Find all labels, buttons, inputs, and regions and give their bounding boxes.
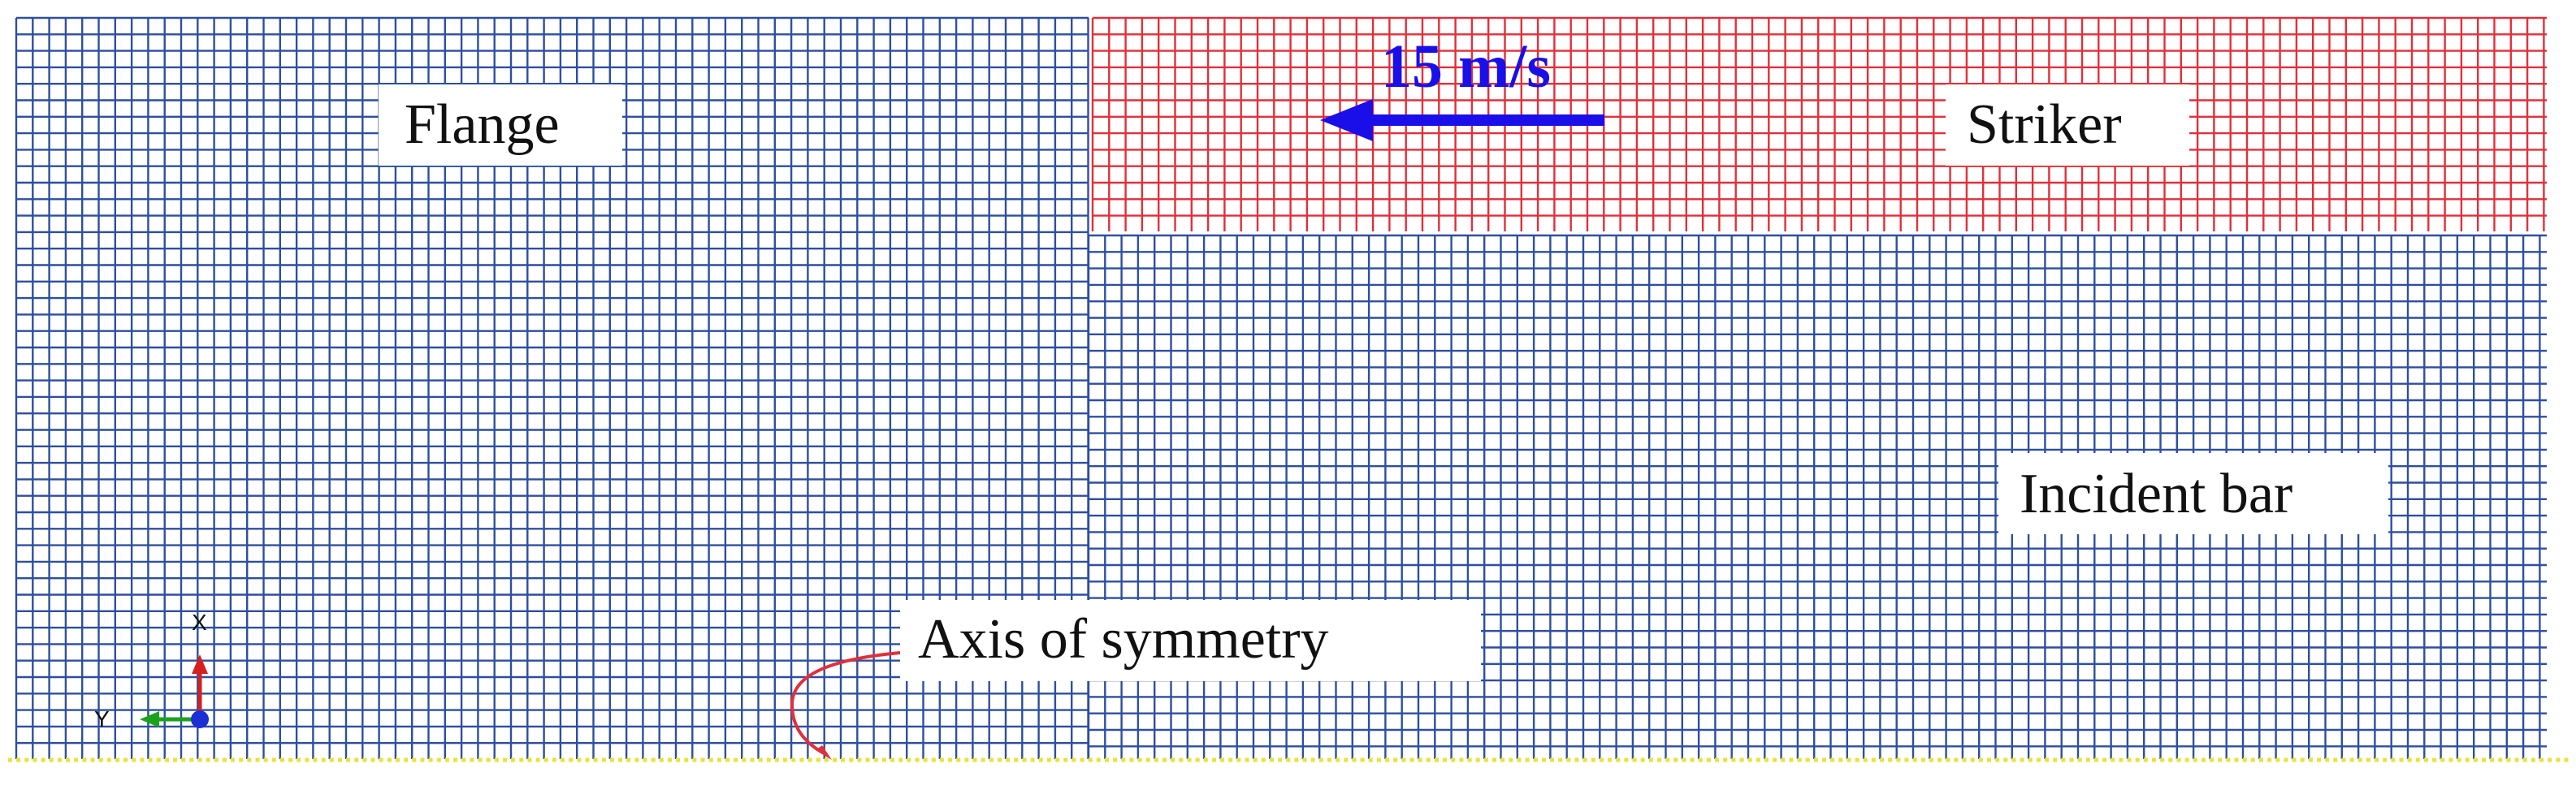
triad-y-arrowhead xyxy=(140,711,159,727)
striker-mesh xyxy=(1091,16,2547,231)
striker-label: Striker xyxy=(1946,84,2189,166)
axis-leader-line xyxy=(790,651,901,760)
flange-label: Flange xyxy=(379,84,622,166)
coordinate-triad xyxy=(140,654,209,728)
incident-bar-label: Incident bar xyxy=(1998,453,2388,534)
striker-mesh-grid xyxy=(1091,16,2547,231)
triad-y-label: Y xyxy=(94,706,110,731)
velocity-arrow xyxy=(1320,99,1604,141)
triad-origin-z xyxy=(191,710,209,728)
velocity-label: 15 m/s xyxy=(1381,32,1551,101)
axis-of-symmetry-label: Axis of symmetry xyxy=(900,600,1481,681)
triad-x-label: X xyxy=(192,610,207,635)
triad-x-arrowhead xyxy=(192,654,208,674)
